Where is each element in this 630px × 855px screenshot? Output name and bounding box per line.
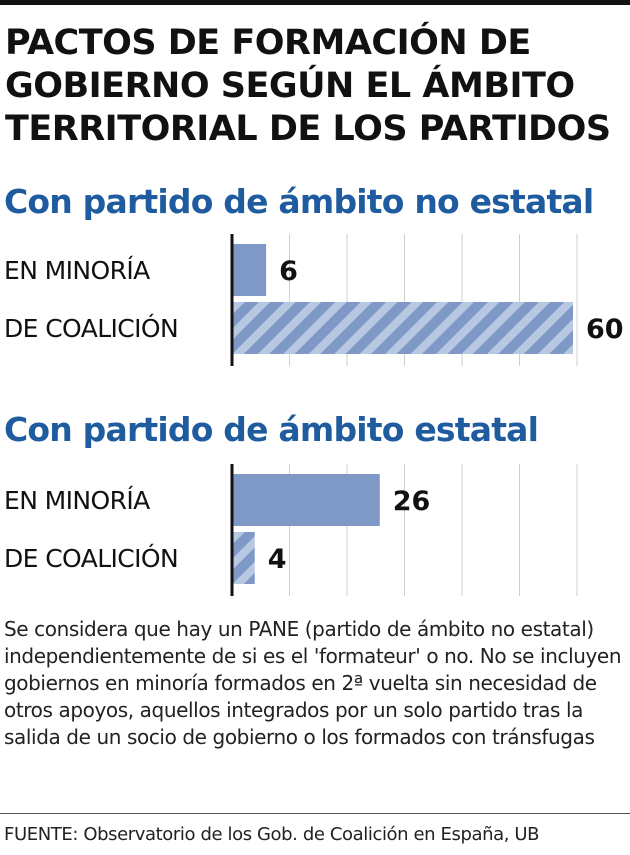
value-label: 6 bbox=[279, 256, 298, 287]
section-title-no-estatal: Con partido de ámbito no estatal bbox=[4, 182, 594, 221]
value-label: 4 bbox=[268, 544, 287, 575]
section-title-estatal: Con partido de ámbito estatal bbox=[4, 410, 539, 449]
bar-minoria bbox=[232, 244, 267, 296]
source-credit: FUENTE: Observatorio de los Gob. de Coal… bbox=[4, 824, 540, 845]
category-label: DE COALICIÓN bbox=[4, 543, 178, 573]
bar-chart-no-estatal: EN MINORÍA 6 DE COALICIÓN 60 bbox=[4, 234, 624, 366]
value-label: 60 bbox=[586, 314, 624, 345]
bar-coalicion bbox=[232, 532, 255, 584]
title-line: GOBIERNO SEGÚN EL ÁMBITO bbox=[5, 66, 575, 106]
value-label: 26 bbox=[393, 486, 431, 517]
methodology-note: Se considera que hay un PANE (partido de… bbox=[4, 617, 622, 749]
bar-coalicion bbox=[232, 302, 573, 354]
category-label: DE COALICIÓN bbox=[4, 313, 178, 343]
source-divider bbox=[0, 813, 630, 814]
category-label: EN MINORÍA bbox=[4, 256, 150, 285]
top-rule bbox=[0, 0, 630, 5]
bar-chart-estatal: EN MINORÍA 26 DE COALICIÓN 4 bbox=[4, 464, 578, 596]
bar-minoria bbox=[232, 474, 380, 526]
title-line: PACTOS DE FORMACIÓN DE bbox=[5, 23, 531, 63]
chart-title: PACTOS DE FORMACIÓN DE GOBIERNO SEGÚN EL… bbox=[5, 22, 625, 151]
title-line: TERRITORIAL DE LOS PARTIDOS bbox=[5, 109, 611, 149]
category-label: EN MINORÍA bbox=[4, 486, 150, 515]
